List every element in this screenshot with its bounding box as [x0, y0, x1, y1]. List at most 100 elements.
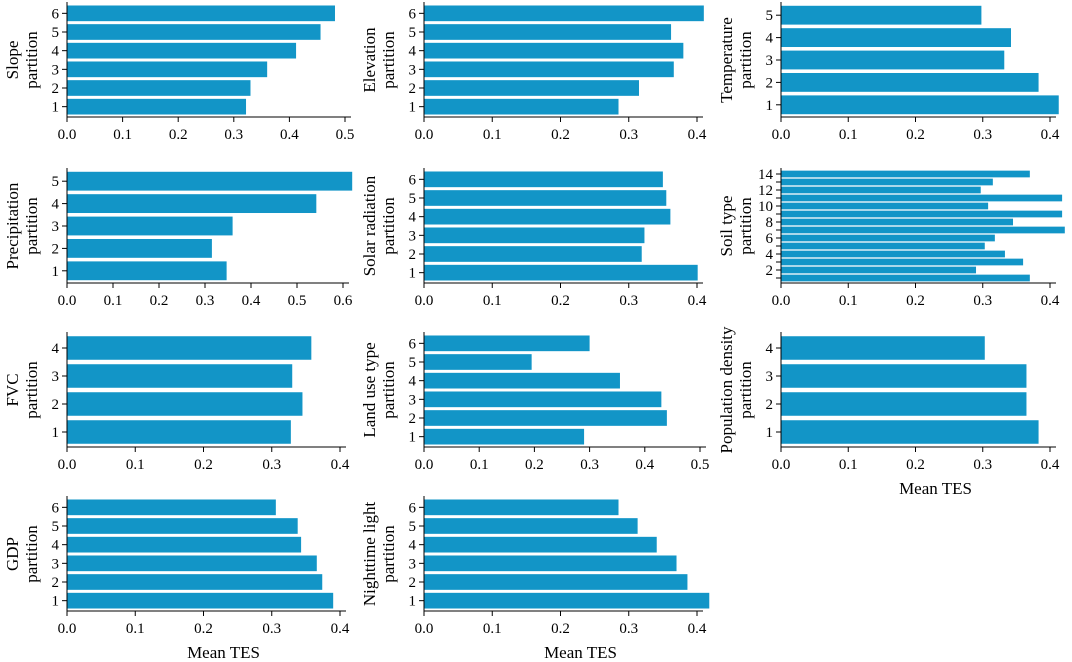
solar-panel: 1 2 3 4 5 6 0.0 0.1 0.2 0.3 0.4 Solar radiationpart… — [360, 168, 707, 309]
population-ylabel: Population densitypartition — [717, 326, 755, 454]
landuse-bar-6 — [424, 335, 590, 352]
fvc-xtick-label-2: 0.2 — [194, 457, 213, 473]
nightlight-ylabel-line-1: partition — [379, 525, 398, 583]
soil-bar-2 — [781, 266, 977, 274]
solar-bar-3 — [424, 227, 645, 244]
solar-ylabel-line-1: partition — [379, 197, 398, 255]
soil-bar-11 — [781, 194, 1063, 202]
population-xtick-label-4: 0.4 — [1041, 457, 1060, 473]
nightlight-ytick-label-6: 6 — [409, 500, 417, 516]
nightlight-xtick-label-2: 0.2 — [551, 621, 570, 637]
nightlight-ytick-label-2: 2 — [409, 575, 417, 591]
landuse-ytick-label-1: 1 — [409, 430, 417, 446]
gdp-xtick-label-1: 0.1 — [126, 621, 145, 637]
precipitation-ytick-label-3: 3 — [52, 219, 60, 235]
temperature-xtick-label-0: 0.0 — [772, 127, 791, 143]
precipitation-ylabel-line-1: partition — [22, 197, 41, 255]
soil-ylabel: Soil typepartition — [717, 196, 755, 257]
elevation-bar-6 — [424, 5, 704, 22]
soil-ytick-label-14: 14 — [758, 167, 774, 183]
elevation-ytick-label-3: 3 — [409, 62, 417, 78]
elevation-xtick-label-1: 0.1 — [483, 127, 502, 143]
landuse-bar-4 — [424, 372, 620, 389]
gdp-xlabel: Mean TES — [187, 643, 260, 662]
gdp-panel: 1 2 3 4 5 6 0.0 0.1 0.2 0.3 0.4 GDPpartition Mean TE… — [3, 496, 350, 662]
gdp-bar-3 — [67, 555, 317, 572]
fvc-ytick-label-1: 1 — [52, 425, 60, 441]
temperature-ylabel-line-0: Temperature — [717, 17, 736, 103]
population-bar-4 — [781, 336, 985, 360]
fvc-bar-1 — [67, 420, 291, 444]
slope-xtick-label-2: 0.2 — [169, 127, 188, 143]
precipitation-bar-2 — [67, 238, 212, 258]
gdp-bar-1 — [67, 592, 334, 609]
elevation-xtick-label-2: 0.2 — [551, 127, 570, 143]
population-ytick-label-2: 2 — [766, 397, 774, 413]
soil-bar-9 — [781, 210, 1063, 218]
population-bar-3 — [781, 364, 1027, 388]
slope-ylabel-line-0: Slope — [3, 41, 22, 80]
precipitation-bar-5 — [67, 171, 353, 191]
landuse-xtick-label-1: 0.1 — [470, 457, 489, 473]
temperature-ytick-label-2: 2 — [766, 75, 774, 91]
population-ytick-label-1: 1 — [766, 425, 774, 441]
precipitation-bar-1 — [67, 261, 227, 281]
temperature-xtick-label-2: 0.2 — [906, 127, 925, 143]
landuse-ytick-label-3: 3 — [409, 392, 417, 408]
slope-ytick-label-1: 1 — [52, 100, 60, 116]
landuse-ytick-label-4: 4 — [409, 374, 417, 390]
gdp-bar-2 — [67, 574, 323, 590]
slope-ytick-label-5: 5 — [52, 25, 60, 41]
gdp-ytick-label-6: 6 — [52, 500, 60, 516]
soil-bar-8 — [781, 218, 1014, 226]
elevation-ytick-label-4: 4 — [409, 44, 417, 60]
precipitation-ytick-label-2: 2 — [52, 241, 60, 257]
landuse-xtick-label-4: 0.4 — [635, 457, 654, 473]
soil-bar-7 — [781, 226, 1065, 234]
solar-ytick-label-6: 6 — [409, 172, 417, 188]
soil-bar-4 — [781, 250, 1005, 258]
soil-xtick-label-4: 0.4 — [1041, 293, 1060, 309]
landuse-bar-5 — [424, 354, 532, 370]
landuse-xtick-label-3: 0.3 — [580, 457, 599, 473]
gdp-ylabel: GDPpartition — [3, 525, 41, 583]
soil-ytick-label-6: 6 — [766, 231, 774, 247]
landuse-bar-1 — [424, 428, 585, 445]
nightlight-ylabel-line-0: Nighttime light — [360, 502, 379, 607]
elevation-ylabel-line-0: Elevation — [360, 27, 379, 93]
population-xlabel: Mean TES — [899, 479, 972, 498]
precipitation-bar-3 — [67, 216, 233, 236]
gdp-xtick-label-4: 0.4 — [331, 621, 350, 637]
slope-xtick-label-3: 0.3 — [224, 127, 243, 143]
gdp-xtick-label-2: 0.2 — [194, 621, 213, 637]
elevation-ytick-label-2: 2 — [409, 81, 417, 97]
fvc-bar-2 — [67, 392, 303, 416]
gdp-xtick-label-0: 0.0 — [58, 621, 77, 637]
gdp-xtick-label-3: 0.3 — [262, 621, 281, 637]
soil-bar-6 — [781, 234, 995, 242]
elevation-bar-3 — [424, 61, 674, 78]
slope-xtick-label-4: 0.4 — [280, 127, 299, 143]
nightlight-xlabel: Mean TES — [544, 643, 617, 662]
population-panel: 1 2 3 4 0.0 0.1 0.2 0.3 0.4 Population densitypar… — [717, 326, 1060, 498]
soil-xtick-label-1: 0.1 — [839, 293, 858, 309]
nightlight-bar-6 — [424, 499, 619, 516]
gdp-ytick-label-2: 2 — [52, 575, 60, 591]
nightlight-xtick-label-1: 0.1 — [483, 621, 502, 637]
gdp-ytick-label-1: 1 — [52, 594, 60, 610]
solar-ytick-label-2: 2 — [409, 247, 417, 263]
solar-xtick-label-3: 0.3 — [619, 293, 638, 309]
elevation-ytick-label-1: 1 — [409, 100, 417, 116]
slope-bar-5 — [67, 24, 321, 40]
temperature-ylabel-line-1: partition — [736, 31, 755, 89]
nightlight-panel: 1 2 3 4 5 6 0.0 0.1 0.2 0.3 0.4 Nighttime lightpart… — [360, 496, 710, 662]
slope-panel: 1 2 3 4 5 6 0.0 0.1 0.2 0.3 0.4 0.5 Slopepartition — [3, 2, 354, 143]
fvc-xtick-label-4: 0.4 — [331, 457, 350, 473]
precipitation-ytick-label-5: 5 — [52, 174, 60, 190]
elevation-xtick-label-4: 0.4 — [688, 127, 707, 143]
landuse-ylabel-line-1: partition — [379, 361, 398, 419]
population-xtick-label-2: 0.2 — [906, 457, 925, 473]
soil-ytick-label-10: 10 — [758, 199, 773, 215]
landuse-xtick-label-2: 0.2 — [525, 457, 544, 473]
